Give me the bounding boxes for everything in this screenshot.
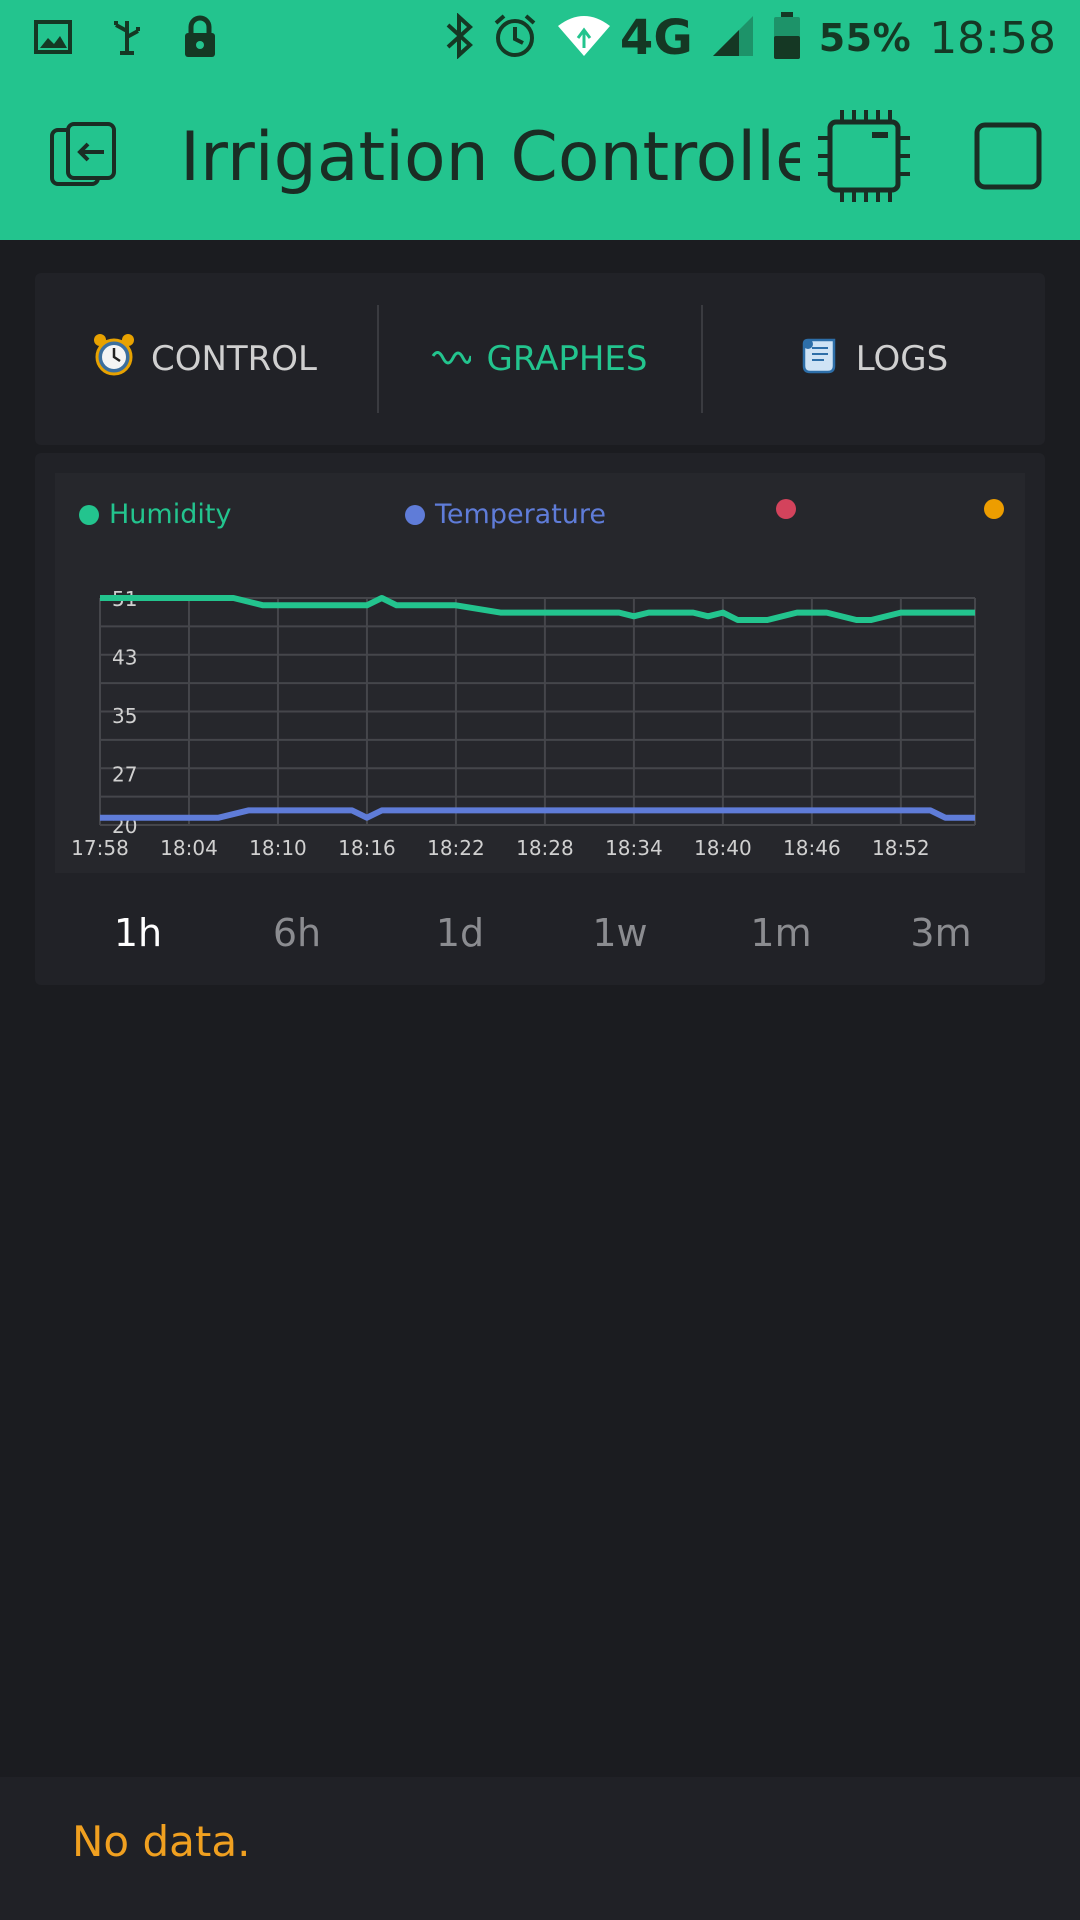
device-chip-icon [816, 110, 912, 208]
y-tick-label: 35 [112, 704, 137, 728]
tab-divider [377, 305, 379, 413]
x-tick-label: 18:52 [872, 836, 930, 860]
series-line-humidity [100, 595, 975, 623]
cell-signal-icon [711, 14, 755, 62]
legend-dot [776, 499, 796, 519]
device-button[interactable] [816, 108, 912, 208]
tab-logs[interactable]: LOGS [703, 273, 1045, 445]
legend-temperature[interactable]: Temperature [405, 499, 606, 530]
log-panel: No data. [0, 1777, 1080, 1920]
x-tick-label: 17:58 [71, 836, 129, 860]
lock-icon [182, 15, 218, 63]
tab-label-control: CONTROL [150, 339, 318, 379]
status-time: 18:58 [929, 12, 1056, 64]
legend-dot [984, 499, 1004, 519]
x-tick-label: 18:46 [783, 836, 841, 860]
x-tick-label: 18:04 [160, 836, 218, 860]
chart-area: Humidity Temperature 51 43 35 27 20 17:58 18:0… [55, 473, 1025, 873]
tab-label-logs: LOGS [855, 339, 949, 379]
legend-dot [405, 504, 425, 525]
legend-series-3[interactable] [776, 499, 796, 519]
x-tick-label: 18:40 [694, 836, 752, 860]
period-1h[interactable]: 1h [113, 911, 163, 955]
app-bar: 4G 55% 18:58 Irrigation Controlle [0, 0, 1080, 240]
chart-panel: Humidity Temperature 51 43 35 27 20 17:58 18:0… [35, 453, 1045, 985]
legend-series-4[interactable] [984, 499, 1004, 519]
scroll-icon [800, 336, 840, 383]
x-tick-label: 18:34 [605, 836, 663, 860]
y-tick-label: 43 [112, 646, 137, 670]
period-6h[interactable]: 6h [272, 911, 322, 955]
wave-icon [431, 339, 472, 379]
tab-graphes[interactable]: GRAPHES [379, 273, 699, 445]
period-3m[interactable]: 3m [910, 911, 972, 955]
legend-label: Humidity [109, 499, 232, 530]
page-title: Irrigation Controlle [180, 118, 800, 197]
period-selector: 1h 6h 1d 1w 1m 3m [35, 893, 1045, 973]
period-1m[interactable]: 1m [750, 911, 812, 955]
battery-icon [773, 12, 801, 64]
network-type: 4G [619, 10, 693, 66]
series-line-temperature [100, 807, 975, 821]
exit-button[interactable] [48, 122, 120, 194]
legend-label: Temperature [435, 499, 607, 530]
period-1d[interactable]: 1d [435, 911, 485, 955]
x-tick-label: 18:28 [516, 836, 574, 860]
status-bar: 4G 55% 18:58 [0, 0, 1080, 76]
bluetooth-icon [444, 12, 474, 63]
y-tick-label: 27 [112, 763, 137, 787]
x-tick-label: 18:16 [338, 836, 396, 860]
alarm-clock-icon [93, 333, 135, 386]
wifi-icon [556, 14, 612, 62]
usb-debug-icon [108, 17, 146, 61]
tab-label-graphes: GRAPHES [486, 339, 648, 379]
legend-dot [79, 504, 99, 525]
image-icon [34, 20, 72, 58]
play-stop-button[interactable] [974, 122, 1042, 194]
tab-control[interactable]: CONTROL [35, 273, 375, 445]
no-data-message: No data. [72, 1817, 251, 1866]
play-stop-icon [974, 122, 1042, 194]
battery-percent: 55% [818, 16, 912, 60]
tab-bar: CONTROL GRAPHES LOGS [35, 273, 1045, 445]
tab-divider [701, 305, 703, 413]
alarm-icon [492, 13, 538, 63]
period-1w[interactable]: 1w [592, 911, 648, 955]
x-tick-label: 18:10 [249, 836, 307, 860]
x-tick-label: 18:22 [427, 836, 485, 860]
legend-humidity[interactable]: Humidity [79, 499, 231, 530]
exit-icon [48, 122, 120, 194]
